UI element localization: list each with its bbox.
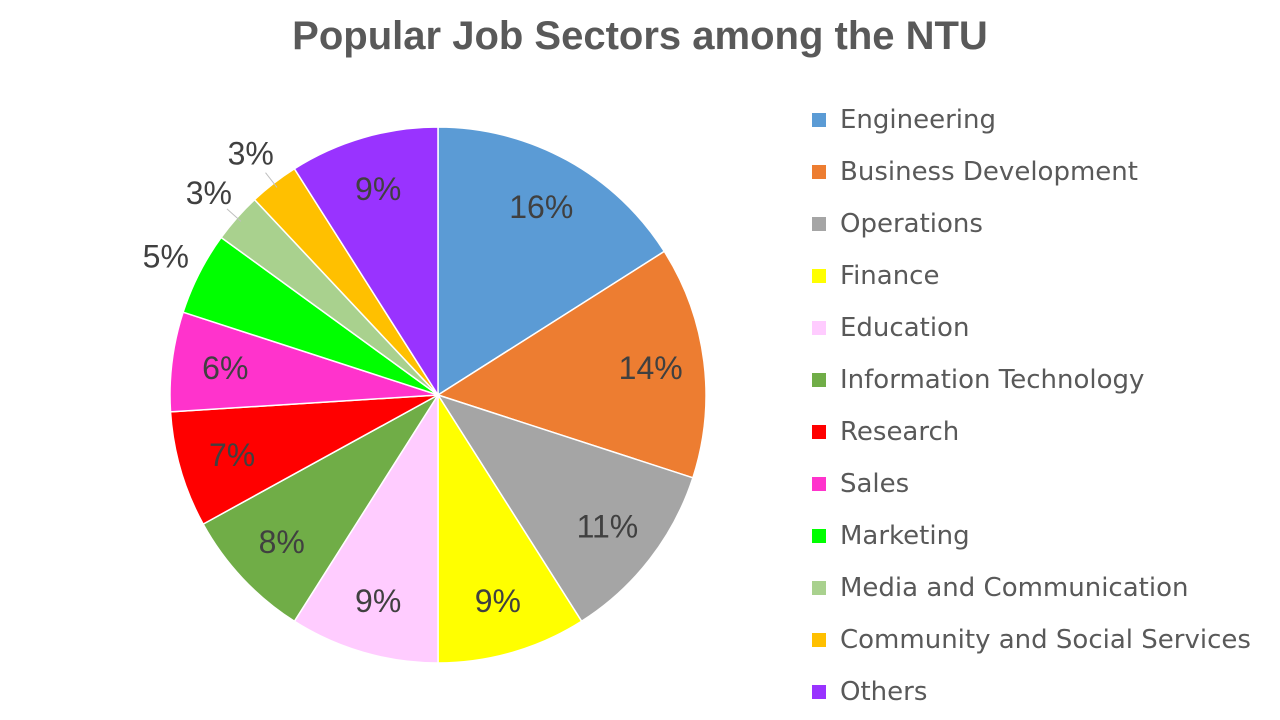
data-label: 9% (355, 583, 401, 619)
legend-item: Marketing (812, 510, 1251, 562)
legend-swatch (812, 581, 826, 595)
legend-swatch (812, 633, 826, 647)
legend-swatch (812, 165, 826, 179)
legend-swatch (812, 269, 826, 283)
legend-label: Sales (840, 469, 910, 499)
data-label: 3% (228, 136, 274, 172)
legend-label: Others (840, 677, 928, 707)
legend-label: Research (840, 417, 960, 447)
pie-slice-business-development (436, 250, 707, 479)
data-label: 11% (577, 508, 639, 544)
legend-item: Sales (812, 458, 1251, 510)
legend-label: Information Technology (840, 365, 1145, 395)
legend: Engineering Business Development Operation… (812, 94, 1251, 718)
legend-label: Community and Social Services (840, 625, 1251, 655)
legend-label: Operations (840, 209, 983, 239)
data-label: 14% (619, 350, 683, 386)
chart-title: Popular Job Sectors among the NTU (292, 14, 988, 58)
legend-label: Engineering (840, 105, 996, 135)
legend-item: Community and Social Services (812, 614, 1251, 666)
legend-item: Research (812, 406, 1251, 458)
legend-swatch (812, 477, 826, 491)
legend-swatch (812, 217, 826, 231)
legend-label: Business Development (840, 157, 1138, 187)
legend-item: Education (812, 302, 1251, 354)
legend-swatch (812, 321, 826, 335)
legend-swatch (812, 529, 826, 543)
legend-label: Marketing (840, 521, 970, 551)
pie-slice-finance (437, 392, 583, 664)
legend-label: Finance (840, 261, 940, 291)
data-label: 6% (202, 350, 248, 386)
data-label: 5% (143, 238, 189, 274)
legend-label: Education (840, 313, 970, 343)
leader-line (265, 172, 278, 188)
data-label: 3% (186, 175, 232, 211)
legend-swatch (812, 425, 826, 439)
pie-slice-operations (436, 393, 694, 623)
data-label: 16% (509, 189, 573, 225)
data-label: 8% (259, 524, 305, 560)
data-label: 7% (209, 437, 255, 473)
legend-label: Media and Communication (840, 573, 1189, 603)
legend-swatch (812, 113, 826, 127)
legend-swatch (812, 373, 826, 387)
legend-item: Finance (812, 250, 1251, 302)
legend-item: Operations (812, 198, 1251, 250)
data-label: 9% (475, 583, 521, 619)
legend-swatch (812, 685, 826, 699)
legend-item: Others (812, 666, 1251, 718)
data-label: 9% (355, 171, 401, 207)
pie-slice-research (169, 394, 439, 526)
legend-item: Information Technology (812, 354, 1251, 406)
pie-slice-others (293, 126, 439, 398)
legend-item: Business Development (812, 146, 1251, 198)
pie-slice-engineering (437, 126, 666, 397)
legend-item: Media and Communication (812, 562, 1251, 614)
leader-line (226, 208, 242, 222)
legend-item: Engineering (812, 94, 1251, 146)
pie-slice-education (293, 392, 439, 664)
pie-slice-information-technology (202, 394, 439, 623)
